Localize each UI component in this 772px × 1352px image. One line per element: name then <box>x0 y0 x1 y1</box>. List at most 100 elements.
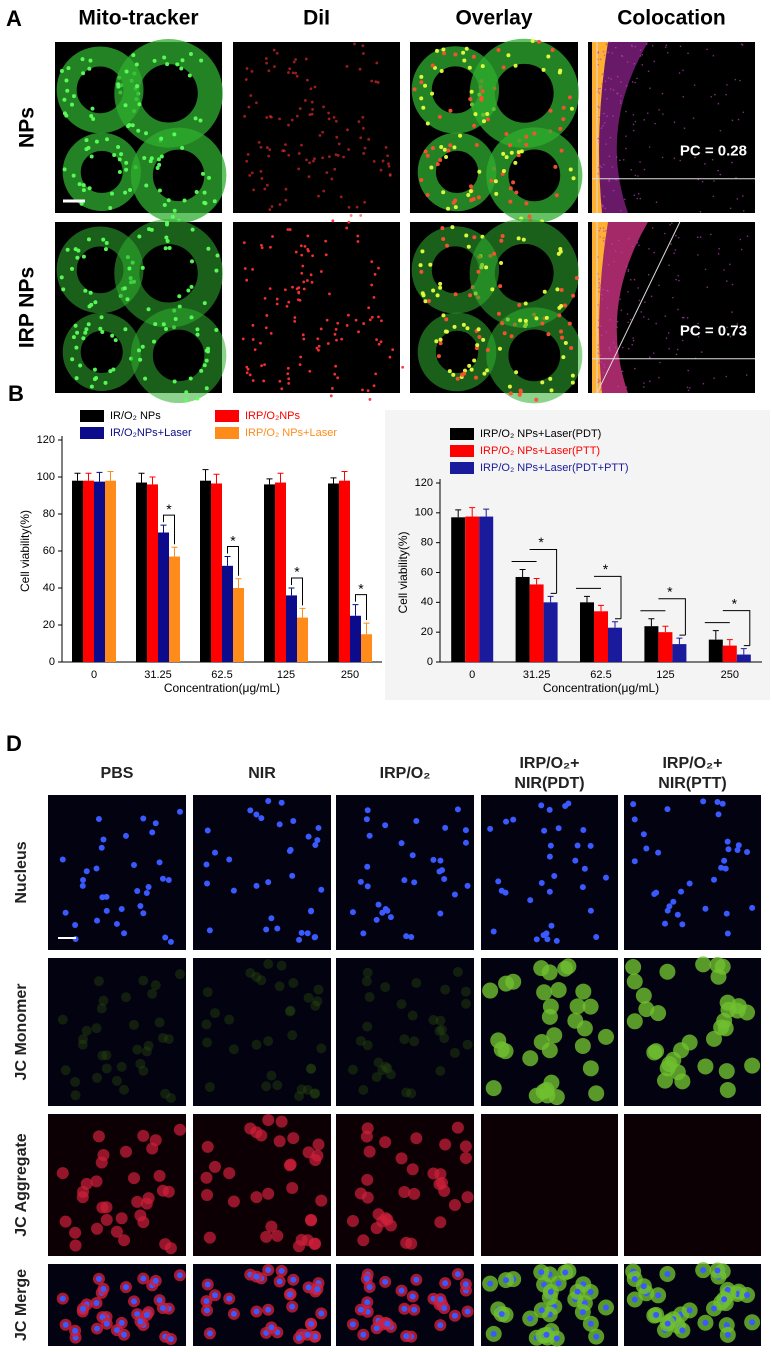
nucleus <box>360 930 367 937</box>
colocation-pixel <box>636 197 639 200</box>
nucleus <box>723 1322 730 1329</box>
cell-cytoplasm <box>156 1184 169 1197</box>
puncta <box>336 154 340 157</box>
puncta <box>357 120 361 124</box>
puncta <box>87 66 92 71</box>
puncta <box>450 225 455 230</box>
legend-label: IRP/O₂ NPs+Laser <box>245 427 337 439</box>
colocation-pixel <box>617 239 620 242</box>
y-tick-label: 100 <box>415 507 433 519</box>
puncta <box>125 297 130 302</box>
puncta <box>275 51 279 55</box>
puncta <box>124 69 129 74</box>
nucleus <box>655 1292 662 1299</box>
nucleus <box>305 833 312 840</box>
cell-cytoplasm <box>434 1168 447 1181</box>
bar <box>722 645 737 662</box>
puncta <box>98 326 103 331</box>
puncta <box>485 111 490 116</box>
puncta <box>560 335 565 340</box>
puncta <box>305 78 309 82</box>
puncta <box>347 313 350 317</box>
colocation-pixel <box>614 346 617 349</box>
puncta <box>288 67 292 71</box>
puncta <box>349 214 353 217</box>
nucleus <box>579 884 586 891</box>
cell-cytoplasm <box>111 1075 122 1086</box>
colocation-pixel <box>704 163 706 165</box>
cell-cytoplasm <box>140 1197 153 1210</box>
colocation-pixel <box>602 288 604 291</box>
puncta <box>295 287 299 291</box>
colocation-pixel <box>599 227 602 230</box>
error-bar <box>533 577 540 585</box>
colocation-pixel <box>616 75 619 78</box>
cell-cytoplasm <box>361 976 372 987</box>
colocation-pixel <box>616 326 618 328</box>
puncta <box>563 340 568 345</box>
puncta <box>353 42 356 46</box>
micrograph <box>410 218 583 404</box>
x-tick-label: 62.5 <box>590 669 611 681</box>
nucleus <box>62 1321 69 1328</box>
cell-cytoplasm <box>251 1039 262 1050</box>
nucleus <box>349 909 356 916</box>
puncta <box>571 293 576 298</box>
cell-cytoplasm <box>305 1213 318 1226</box>
puncta <box>492 251 497 256</box>
nucleus <box>574 1288 581 1295</box>
colocation-pixel <box>740 248 743 251</box>
colocation-pixel <box>719 173 722 176</box>
puncta <box>504 132 509 137</box>
colocation-pixel <box>599 87 601 90</box>
cell-cytoplasm <box>201 1019 212 1030</box>
image-background <box>233 42 400 213</box>
nucleus <box>165 876 172 883</box>
bar <box>83 480 94 662</box>
puncta <box>326 342 330 345</box>
cell-cytoplasm <box>626 973 643 990</box>
bar <box>361 634 372 662</box>
nucleus <box>152 820 159 827</box>
colocation-pixel <box>597 319 600 321</box>
micrograph <box>48 958 186 1106</box>
nucleus <box>490 928 497 935</box>
puncta <box>541 67 546 72</box>
puncta <box>471 54 476 59</box>
nucleus <box>122 832 129 839</box>
colocation-pixel <box>725 375 728 378</box>
puncta <box>504 155 509 160</box>
nucleus <box>143 890 150 897</box>
puncta <box>489 178 494 183</box>
puncta <box>215 253 220 258</box>
puncta <box>544 315 549 320</box>
colocation-pixel <box>602 227 605 229</box>
colocation-pixel <box>627 321 630 324</box>
puncta <box>518 318 523 323</box>
colocation-pixel <box>689 330 692 333</box>
puncta <box>438 281 443 286</box>
micrograph <box>233 219 405 401</box>
nucleus <box>430 856 437 863</box>
puncta <box>358 67 362 71</box>
colocation-pixel <box>627 347 630 350</box>
colocation-pixel <box>625 85 628 87</box>
puncta <box>558 247 563 252</box>
puncta <box>452 145 457 150</box>
puncta <box>548 376 553 381</box>
puncta <box>265 116 269 119</box>
puncta <box>356 240 360 243</box>
puncta <box>567 321 572 326</box>
colocation-pixel <box>726 84 728 86</box>
colocation-pixel <box>608 179 611 181</box>
puncta <box>251 379 255 382</box>
cell-cytoplasm <box>265 1220 278 1233</box>
puncta <box>548 108 553 113</box>
colocation-pixel <box>639 49 642 51</box>
cell-cytoplasm <box>228 1044 239 1055</box>
puncta <box>516 153 521 158</box>
puncta <box>376 81 380 84</box>
colocation-pixel <box>627 268 630 271</box>
cell-cytoplasm <box>59 1215 72 1228</box>
error-bar <box>469 507 476 517</box>
